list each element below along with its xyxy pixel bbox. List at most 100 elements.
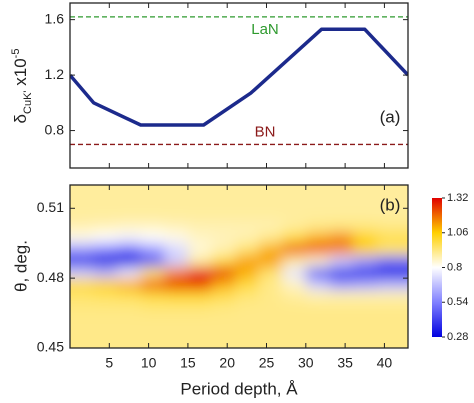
heatmap-cell [235, 266, 260, 279]
plot-area [70, 16, 408, 146]
heatmap-cell [282, 301, 307, 314]
heatmap-cell [93, 219, 118, 233]
heatmap-cell [352, 243, 378, 256]
heatmap-cell [329, 254, 354, 267]
panel-label: (b) [380, 195, 401, 214]
heatmap-cell [305, 289, 330, 302]
heatmap-cell [187, 313, 212, 326]
heatmap-cell [164, 301, 189, 314]
heatmap-cell [140, 301, 165, 314]
heatmap-cell [164, 219, 189, 233]
heatmap-cell [117, 266, 142, 279]
heatmap-cell [305, 313, 330, 326]
heatmap-cell [117, 219, 142, 233]
heatmap-cell [211, 301, 236, 314]
heatmap-cell [376, 196, 408, 209]
heatmap-cell [329, 278, 354, 291]
heatmap-cell [376, 266, 408, 279]
heatmap-cell [70, 324, 95, 337]
heatmap-cell [187, 336, 212, 348]
heatmap-cell [187, 196, 212, 209]
y-label-symbol: δ [11, 114, 30, 123]
heatmap-cell [117, 208, 142, 221]
heatmap-cell [376, 289, 408, 302]
heatmap-cell [140, 196, 165, 209]
heatmap-cell [140, 278, 165, 291]
heatmap-cell [352, 231, 378, 244]
heatmap-cell [187, 254, 212, 267]
heatmap-cell [117, 185, 142, 198]
heatmap-cell [140, 219, 165, 233]
heatmap-cell [329, 301, 354, 314]
heatmap-cell [376, 278, 408, 291]
heatmap-cell [140, 185, 165, 198]
y-tick-label: 0.8 [45, 121, 65, 137]
heatmap-cell [258, 185, 283, 198]
heatmap-cell [140, 289, 165, 302]
heatmap-cell [164, 313, 189, 326]
heatmap-cell [352, 301, 378, 314]
heatmap-cell [352, 185, 378, 198]
heatmap-cell [235, 243, 260, 256]
heatmap-cell [282, 324, 307, 337]
heatmap-cell [93, 243, 118, 256]
heatmap-cell [235, 185, 260, 198]
heatmap-cell [352, 208, 378, 221]
heatmap-cell [93, 208, 118, 221]
heatmap-cell [211, 196, 236, 209]
heatmap-cell [211, 278, 236, 291]
heatmap-cell [329, 336, 354, 348]
x-tick-label: 35 [337, 355, 353, 371]
heatmap-cell [282, 313, 307, 326]
heatmap-cell [164, 231, 189, 244]
heatmap-cell [282, 278, 307, 291]
heatmap-cell [211, 219, 236, 233]
heatmap-cell [376, 208, 408, 221]
heatmap-cell [211, 243, 236, 256]
heatmap-cell [329, 324, 354, 337]
x-tick-label: 10 [141, 355, 157, 371]
y-tick-label: 1.6 [45, 10, 65, 26]
heatmap-cell [93, 254, 118, 267]
heatmap-cell [187, 208, 212, 221]
heatmap-cell [117, 324, 142, 337]
heatmap-cell [329, 243, 354, 256]
heatmap-cell [93, 196, 118, 209]
heatmap-cell [282, 266, 307, 279]
heatmap-cell [211, 254, 236, 267]
heatmap-cell [329, 266, 354, 279]
heatmap-cell [70, 243, 95, 256]
heatmap-cell [329, 196, 354, 209]
heatmap-cell [282, 289, 307, 302]
heatmap-cell [305, 208, 330, 221]
heatmap-cell [329, 208, 354, 221]
heatmap-cell [164, 243, 189, 256]
x-tick-label: 15 [180, 355, 196, 371]
heatmap-cell [282, 243, 307, 256]
heatmap-cell [140, 336, 165, 348]
heatmap-cell [258, 196, 283, 209]
heatmap-cell [235, 313, 260, 326]
heatmap-cell [70, 254, 95, 267]
heatmap-cell [282, 196, 307, 209]
y-tick-label: 0.45 [37, 339, 64, 355]
heatmap [70, 185, 408, 348]
heatmap-cell [187, 324, 212, 337]
heatmap-cell [305, 196, 330, 209]
heatmap-cell [305, 231, 330, 244]
heatmap-cell [305, 324, 330, 337]
heatmap-cell [70, 208, 95, 221]
y-tick-label: 0.51 [37, 199, 64, 215]
heatmap-cell [164, 278, 189, 291]
heatmap-cell [258, 289, 283, 302]
x-tick-label: 30 [298, 355, 314, 371]
heatmap-cell [235, 301, 260, 314]
heatmap-cell [352, 196, 378, 209]
heatmap-cell [164, 208, 189, 221]
heatmap-cell [235, 208, 260, 221]
colorbar [432, 198, 442, 337]
heatmap-cell [305, 243, 330, 256]
heatmap-cell [329, 185, 354, 198]
heatmap-cell [282, 208, 307, 221]
